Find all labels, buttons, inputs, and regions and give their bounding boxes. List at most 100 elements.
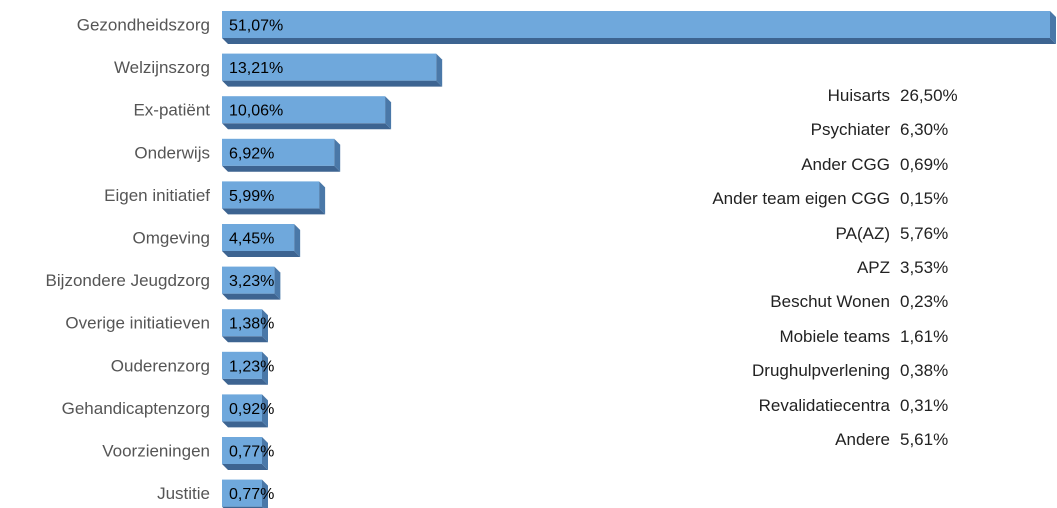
bar-10 [222, 437, 268, 470]
value-label: 5,99% [229, 188, 274, 205]
value-label: 4,45% [229, 231, 274, 248]
category-label: Gehandicaptenzorg [62, 399, 210, 418]
value-label: 3,23% [229, 273, 274, 290]
breakdown-name: Huisarts [827, 86, 890, 105]
category-label: Welzijnszorg [114, 58, 210, 77]
value-label: 1,38% [229, 316, 274, 333]
breakdown-name: Psychiater [810, 120, 890, 140]
bar-6 [222, 266, 281, 300]
breakdown-row: Revalidatiecentra 0,31% [560, 396, 1010, 422]
category-label: Bijzondere Jeugdzorg [46, 271, 210, 290]
breakdown-value: 1,61% [900, 326, 949, 346]
bar-8 [222, 351, 268, 385]
bar-side-face [319, 181, 326, 215]
bar-side-face [262, 437, 268, 470]
bar-bottom-face [222, 123, 392, 130]
bar-bottom-face [222, 464, 268, 470]
bar-11 [222, 479, 268, 508]
bar-front-face [222, 96, 386, 124]
bar-7 [222, 309, 268, 343]
bar-5 [222, 224, 301, 257]
bar-front-face [222, 479, 262, 507]
breakdown-name: Ander team eigen CGG [712, 189, 890, 209]
bar-side-face [262, 309, 268, 343]
breakdown-row: Beschut Wonen 0,23% [560, 292, 1010, 318]
breakdown-value: 3,53% [900, 258, 949, 277]
bar-2 [222, 96, 392, 130]
breakdown-name: APZ [856, 258, 890, 277]
bar-side-face [1050, 11, 1056, 44]
bar-3 [222, 138, 341, 172]
breakdown-row: APZ 3,53% [560, 258, 1010, 284]
bar-side-face [274, 266, 281, 300]
bar-bottom-face [222, 165, 341, 172]
bar-bottom-face [222, 208, 326, 215]
breakdown-row: Psychiater 6,30% [560, 120, 1010, 146]
breakdown-value: 0,38% [900, 361, 949, 381]
bar-bottom-face [222, 293, 281, 300]
bar-bottom-face [222, 336, 268, 343]
bar-side-face [385, 96, 392, 130]
value-label: 0,77% [229, 444, 274, 461]
bar-front-face [222, 351, 262, 379]
bar-bottom-face [222, 251, 301, 257]
bar-0 [222, 11, 1056, 44]
bar-bottom-face [222, 80, 443, 87]
category-label: Omgeving [133, 229, 210, 248]
category-label: Justitie [157, 484, 210, 503]
breakdown-row: Andere 5,61% [560, 430, 1010, 456]
breakdown-value: 0,69% [900, 154, 949, 174]
value-label: 6,92% [229, 145, 274, 162]
breakdown-value: 0,15% [900, 189, 949, 209]
breakdown-name: Revalidatiecentra [758, 395, 890, 415]
bar-front-face [222, 11, 1050, 38]
value-label: 13,21% [229, 60, 283, 77]
breakdown-value: 0,23% [900, 292, 949, 312]
bar-side-face [294, 224, 301, 257]
breakdown-row: Ander team eigen CGG 0,15% [560, 189, 1010, 215]
value-label: 51,07% [229, 18, 283, 35]
breakdown-value: 5,76% [900, 223, 949, 243]
breakdown-name: Beschut Wonen [770, 292, 890, 312]
bar-front-face [222, 224, 295, 251]
breakdown-name: Ander CGG [801, 154, 890, 174]
breakdown-name: Mobiele teams [779, 326, 890, 346]
value-label: 1,23% [229, 358, 274, 375]
value-label: 0,77% [229, 486, 274, 503]
breakdown-name: Andere [835, 430, 890, 449]
category-label: Gezondheidszorg [77, 16, 210, 35]
bar-side-face [262, 351, 268, 385]
bar-1 [222, 53, 443, 87]
bar-9 [222, 394, 268, 428]
breakdown-row: Mobiele teams 1,61% [560, 327, 1010, 353]
bar-front-face [222, 138, 335, 166]
bar-front-face [222, 394, 262, 422]
category-label: Onderwijs [134, 143, 210, 162]
bar-side-face [262, 479, 268, 508]
breakdown-value: 26,50% [900, 86, 958, 105]
bar-front-face [222, 437, 262, 464]
bar-front-face [222, 266, 275, 294]
bar-front-face [222, 53, 437, 81]
value-label: 10,06% [229, 103, 283, 120]
breakdown-name: PA(AZ) [835, 223, 890, 243]
bar-4 [222, 181, 326, 215]
bar-side-face [262, 394, 268, 428]
breakdown-value: 5,61% [900, 430, 949, 449]
value-label: 0,92% [229, 401, 274, 418]
bar-bottom-face [222, 421, 268, 428]
bar-bottom-face [222, 38, 1056, 44]
bar-side-face [436, 53, 443, 87]
breakdown-value: 6,30% [900, 120, 949, 140]
breakdown-name: Drughulpverlening [752, 361, 890, 381]
breakdown-row: Huisarts 26,50% [560, 86, 1010, 112]
category-label: Voorzieningen [102, 442, 210, 461]
bar-bottom-face [222, 378, 268, 385]
bar-front-face [222, 309, 262, 337]
category-label: Overige initiatieven [65, 314, 210, 333]
breakdown-row: Drughulpverlening 0,38% [560, 361, 1010, 387]
category-label: Ouderenzorg [111, 356, 210, 375]
breakdown-value: 0,31% [900, 395, 949, 415]
category-label: Ex-patiënt [133, 101, 210, 120]
